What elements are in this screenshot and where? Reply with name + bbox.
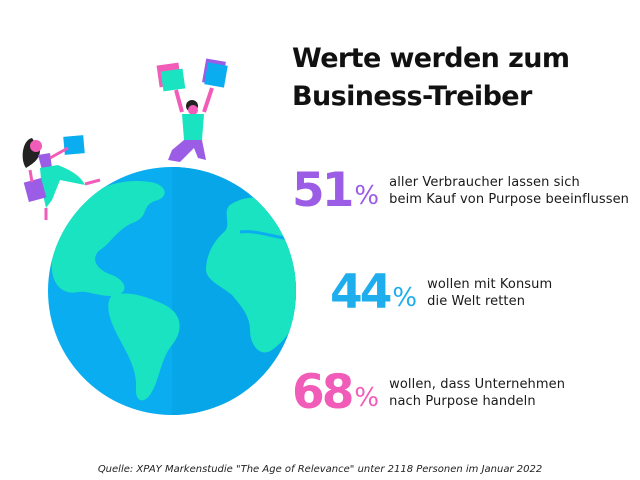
stat-44-percent: 44 % wollen mit Konsum die Welt retten [330,268,552,318]
title-line-2: Business-Treiber [292,81,532,112]
stat-description: wollen mit Konsum die Welt retten [427,276,552,310]
stat-description: aller Verbraucher lassen sich beim Kauf … [389,174,629,208]
stat-value: 44 [330,265,392,320]
stat-68-percent: 68 % wollen, dass Unternehmen nach Purpo… [292,368,565,418]
stat-description-line-2: die Welt retten [427,294,526,309]
stat-51-percent: 51 % aller Verbraucher lassen sich beim … [292,166,629,216]
stat-description-line-1: wollen, dass Unternehmen [389,377,566,392]
page-title: Werte werden zum Business-Treiber [292,40,570,116]
stat-unit: % [354,383,380,413]
title-line-1: Werte werden zum [292,43,570,74]
globe-icon [48,167,296,415]
stat-description-line-2: nach Purpose handeln [389,394,536,409]
stat-description: wollen, dass Unternehmen nach Purpose ha… [389,376,565,410]
stat-unit: % [392,283,418,313]
jumping-man-figure [156,58,228,162]
stat-description-line-1: wollen mit Konsum [427,277,553,292]
walking-woman-figure [22,135,101,220]
stat-unit: % [354,181,380,211]
stat-description-line-1: aller Verbraucher lassen sich [389,175,580,190]
stat-description-line-2: beim Kauf von Purpose beeinflussen [389,192,630,207]
source-footnote: Quelle: XPAY Markenstudie "The Age of Re… [97,464,543,475]
stat-value: 51 [292,163,354,218]
stat-value: 68 [292,365,354,420]
